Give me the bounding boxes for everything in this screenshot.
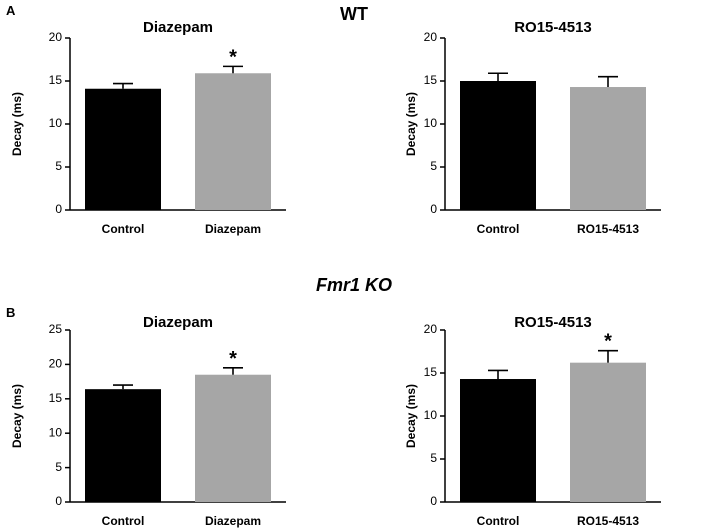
significance-marker: * [229, 348, 237, 370]
bar-diazepam [195, 374, 271, 502]
y-tick-label: 0 [55, 202, 62, 216]
x-tick-label: Control [102, 222, 145, 236]
bar-control [460, 81, 536, 210]
panel-a-letter: A [6, 3, 16, 18]
x-tick-label: RO15-4513 [577, 514, 639, 528]
chart-ko-diazepam: Diazepam Decay (ms) 0 5 10 15 20 25 Control * Diaz… [10, 314, 286, 528]
y-axis-label: Decay (ms) [10, 92, 24, 156]
chart-title: RO15-4513 [514, 314, 592, 331]
y-tick-label: 0 [430, 202, 437, 216]
y-tick-label: 0 [55, 494, 62, 508]
ko-group-title: Fmr1 KO [316, 275, 392, 295]
x-tick-label: Control [102, 514, 145, 528]
y-tick-label: 5 [430, 451, 437, 465]
y-tick-label: 5 [430, 159, 437, 173]
chart-wt-diazepam: Diazepam Decay (ms) 0 5 10 15 20 Control * Diazep… [10, 19, 286, 236]
x-tick-label: Control [477, 222, 520, 236]
y-tick-label: 0 [430, 494, 437, 508]
y-tick-label: 20 [424, 322, 438, 336]
y-tick-label: 5 [55, 159, 62, 173]
chart-ko-ro15-4513: RO15-4513 Decay (ms) 0 5 10 15 20 Control * RO15-… [404, 314, 661, 528]
x-tick-label: Diazepam [205, 222, 261, 236]
y-tick-label: 10 [424, 116, 438, 130]
y-tick-label: 10 [424, 408, 438, 422]
x-tick-label: Diazepam [205, 514, 261, 528]
wt-group-title: WT [340, 4, 368, 24]
y-tick-label: 15 [424, 365, 438, 379]
chart-title: Diazepam [143, 19, 213, 36]
bar-control [460, 379, 536, 502]
panel-b-letter: B [6, 305, 15, 320]
y-axis-label: Decay (ms) [404, 92, 418, 156]
bar-diazepam [195, 73, 271, 210]
y-tick-label: 25 [49, 322, 63, 336]
y-tick-label: 20 [49, 30, 63, 44]
y-tick-label: 15 [49, 391, 63, 405]
x-tick-label: RO15-4513 [577, 222, 639, 236]
y-axis-label: Decay (ms) [10, 384, 24, 448]
y-tick-label: 10 [49, 425, 63, 439]
y-tick-label: 15 [424, 73, 438, 87]
y-tick-label: 20 [424, 30, 438, 44]
y-tick-label: 20 [49, 357, 63, 371]
y-tick-label: 10 [49, 116, 63, 130]
significance-marker: * [604, 331, 612, 353]
chart-wt-ro15-4513: RO15-4513 Decay (ms) 0 5 10 15 20 Control RO15-4… [404, 19, 661, 236]
y-tick-label: 5 [55, 460, 62, 474]
x-tick-label: Control [477, 514, 520, 528]
bar-control [85, 389, 161, 502]
y-tick-label: 15 [49, 73, 63, 87]
y-axis-label: Decay (ms) [404, 384, 418, 448]
significance-marker: * [229, 46, 237, 68]
chart-title: RO15-4513 [514, 19, 592, 36]
bar-ro15-4513 [570, 362, 646, 502]
chart-title: Diazepam [143, 314, 213, 331]
bar-control [85, 88, 161, 210]
bar-ro15-4513 [570, 87, 646, 210]
